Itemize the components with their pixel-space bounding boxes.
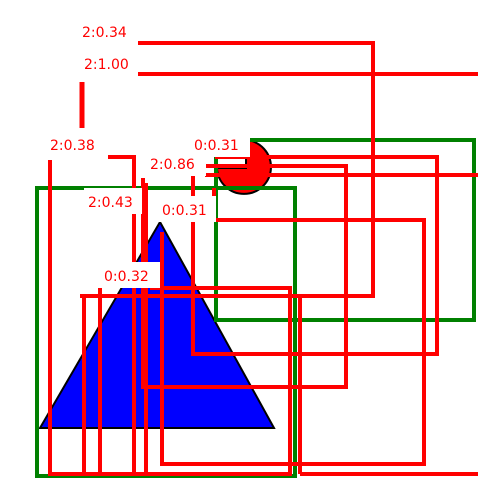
red-box-6 xyxy=(141,164,348,389)
red-box-1 xyxy=(80,41,375,298)
det-label-8: 0:0.32 xyxy=(104,269,149,285)
det-label-7: 0:0.31 xyxy=(162,203,207,219)
red-box-9 xyxy=(160,218,426,466)
red-box-10 xyxy=(98,286,292,476)
det-label-4: 0:0.31 xyxy=(194,138,239,154)
det-label-3: 2:0.38 xyxy=(50,138,95,154)
red-box-4 xyxy=(191,155,439,356)
det-label-1: 2:0.34 xyxy=(82,25,127,41)
det-label-6: 2:0.43 xyxy=(88,195,133,211)
red-boxes xyxy=(48,41,478,476)
detection-labels: 2:0.34 2:1.00 2:0.38 0:0.31 2:0.86 2:0.4… xyxy=(46,20,250,288)
det-label-5: 2:0.86 xyxy=(150,157,195,173)
det-label-2: 2:1.00 xyxy=(84,57,129,73)
blue-triangle xyxy=(38,219,276,429)
